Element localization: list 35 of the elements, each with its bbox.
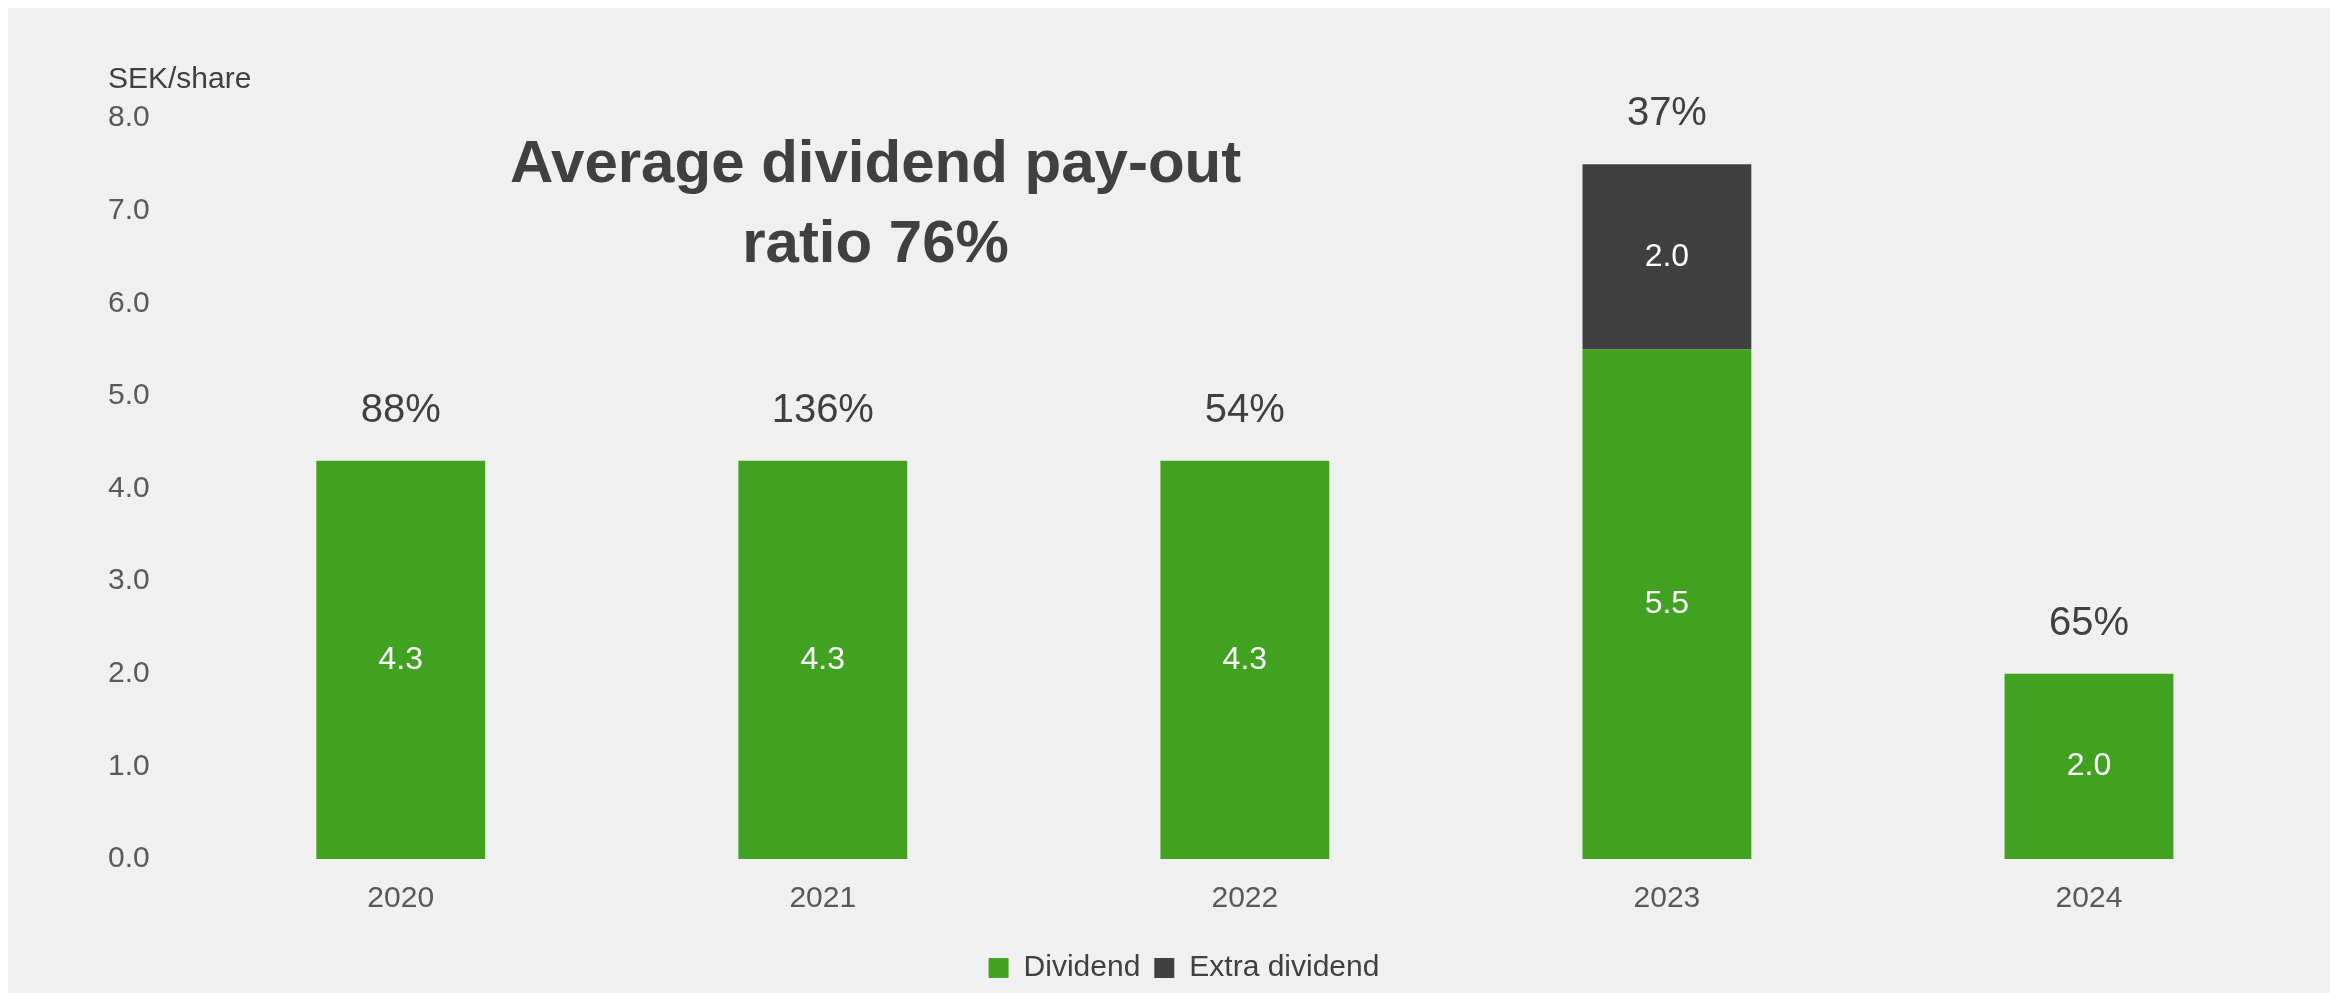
data-label: 2.0	[2066, 746, 2112, 783]
annotation: 88%	[360, 385, 441, 430]
y-tick-label: 1.0	[107, 747, 150, 781]
data-label: 4.3	[1222, 639, 1268, 676]
y-tick-label: 7.0	[107, 191, 150, 225]
x-tick-label: 2020	[367, 880, 435, 914]
y-tick-label: 5.0	[107, 377, 150, 411]
annotation: 37%	[1626, 89, 1707, 134]
x-tick-label: 2023	[1633, 880, 1701, 914]
y-tick-label: 6.0	[107, 284, 150, 318]
y-tick-label: 3.0	[107, 562, 150, 596]
bar	[316, 460, 486, 859]
y-tick-label: 0.0	[107, 840, 150, 874]
bar	[1160, 460, 1330, 859]
x-tick-label: 2021	[789, 880, 857, 914]
legend-label: Extra dividend	[1189, 949, 1380, 983]
y-axis-title: SEK/share	[108, 61, 252, 95]
data-label: 5.5	[1644, 584, 1690, 621]
x-tick-label: 2022	[1211, 880, 1279, 914]
bar	[2004, 673, 2174, 859]
y-tick-label: 8.0	[107, 99, 150, 133]
text: Average dividend pay-out ratio 76%	[509, 127, 1242, 275]
annotation: 136%	[771, 385, 874, 430]
bar	[1582, 349, 1752, 859]
y-tick-label: 2.0	[107, 655, 150, 689]
data-label: 2.0	[1644, 236, 1690, 273]
legend-label: Dividend	[1023, 949, 1141, 983]
y-tick-label: 4.0	[107, 469, 150, 503]
data-label: 4.3	[800, 639, 846, 676]
bar	[738, 460, 908, 859]
data-label: 4.3	[378, 639, 423, 676]
annotation: 54%	[1204, 385, 1285, 430]
bar	[1582, 164, 1752, 350]
x-tick-label: 2024	[2055, 880, 2123, 914]
annotation: 65%	[2048, 598, 2129, 643]
